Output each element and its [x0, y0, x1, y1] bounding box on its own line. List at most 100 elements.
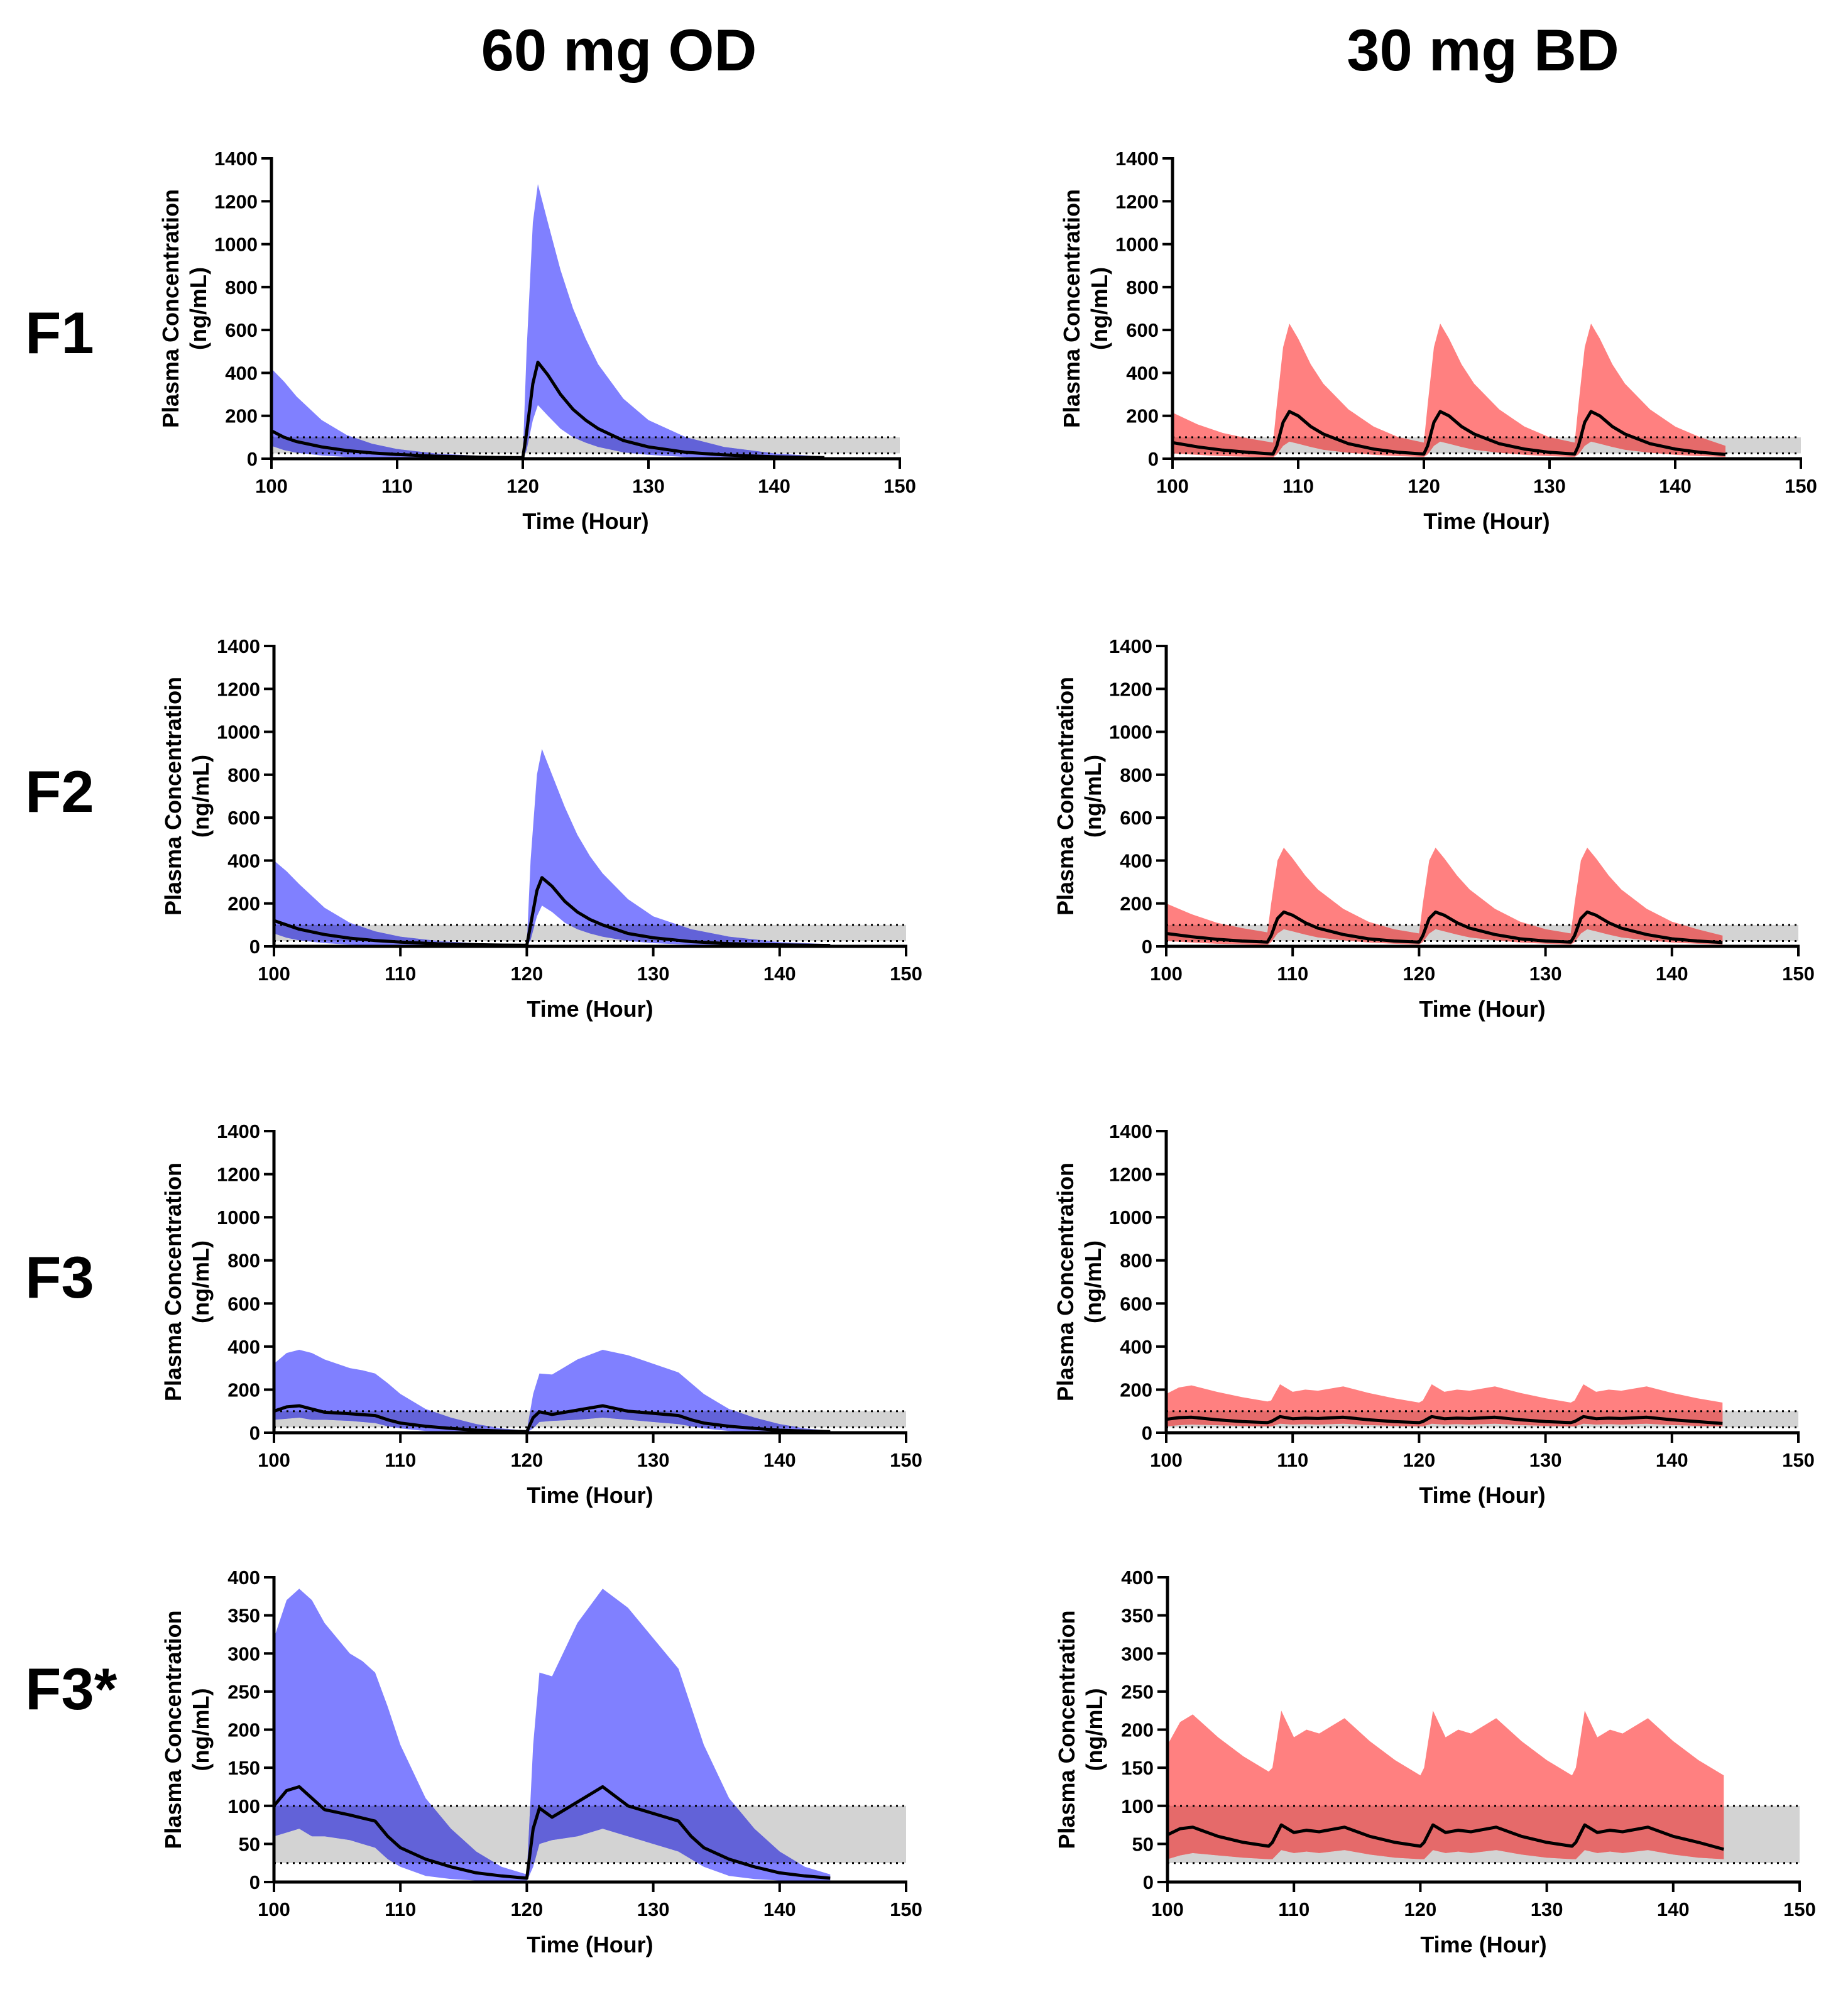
y-tick-label: 400 — [227, 1336, 260, 1358]
x-tick-label: 110 — [1277, 963, 1308, 985]
y-tick-label: 50 — [1132, 1833, 1154, 1855]
y-axis-label: Plasma Concentration(ng/mL) — [1052, 677, 1106, 916]
x-axis-label: Time (Hour) — [1419, 996, 1545, 1022]
y-tick-label: 1400 — [1109, 1120, 1152, 1142]
y-tick-label: 1400 — [217, 635, 260, 657]
x-tick-label: 110 — [385, 1449, 416, 1471]
y-tick-label: 1200 — [217, 678, 260, 700]
x-tick-label: 150 — [890, 1449, 922, 1471]
x-tick-label: 140 — [763, 1449, 796, 1471]
y-tick-label: 200 — [225, 405, 258, 427]
chart-panel-f1-od: 0 200 400 600 800 1000 1200 1400 100 110 120 130 140… — [158, 148, 916, 534]
y-tick-label: 800 — [227, 1250, 260, 1272]
y-tick-label: 0 — [1148, 448, 1159, 470]
y-axis-label: Plasma Concentration(ng/mL) — [158, 189, 211, 428]
x-tick-label: 120 — [1408, 475, 1440, 497]
x-tick-label: 130 — [1531, 1898, 1563, 1920]
prediction-interval-band — [274, 748, 831, 946]
y-tick-label: 800 — [225, 276, 258, 298]
y-tick-label: 300 — [1121, 1643, 1154, 1665]
median-line — [274, 876, 831, 946]
y-tick-label: 1000 — [214, 234, 258, 256]
y-tick-label: 400 — [1120, 850, 1152, 872]
column-title-od: 60 mg OD — [481, 17, 757, 83]
x-axis-label: Time (Hour) — [1420, 1932, 1546, 1957]
median-line — [1167, 1823, 1724, 1851]
y-tick-label: 1200 — [1109, 1164, 1152, 1186]
row-label-f2: F2 — [25, 758, 94, 824]
y-axis-label: Plasma Concentration(ng/mL) — [160, 1610, 214, 1849]
row-label-f3: F3 — [25, 1244, 94, 1310]
x-tick-label: 130 — [637, 963, 670, 985]
y-tick-label: 1200 — [1115, 190, 1159, 212]
y-tick-label: 800 — [227, 764, 260, 786]
x-tick-label: 150 — [1782, 1449, 1815, 1471]
y-tick-label: 1000 — [1109, 721, 1152, 743]
y-tick-label: 250 — [1121, 1681, 1154, 1703]
x-tick-label: 110 — [381, 475, 413, 497]
y-tick-label: 600 — [227, 807, 260, 829]
y-tick-label: 250 — [227, 1681, 260, 1703]
y-tick-label: 300 — [227, 1643, 260, 1665]
x-tick-label: 100 — [258, 1898, 290, 1920]
y-tick-label: 1000 — [1109, 1207, 1152, 1229]
y-tick-label: 1000 — [217, 721, 260, 743]
row-label-f3star: F3* — [25, 1656, 118, 1722]
chart-panel-f2-od: 0 200 400 600 800 1000 1200 1400 100 110 120 130 140… — [160, 635, 922, 1022]
band-window-overlap — [1166, 924, 1723, 941]
x-tick-label: 120 — [1403, 963, 1436, 985]
y-tick-label: 800 — [1120, 764, 1152, 786]
x-tick-label: 110 — [385, 963, 416, 985]
median-line — [274, 1785, 831, 1880]
chart-panel-f3star-bd: 0 50 100 150 200 250 300 350 400 100 110 120 130 140 1… — [1054, 1567, 1816, 1957]
x-tick-label: 120 — [506, 475, 539, 497]
median-line — [274, 1404, 831, 1433]
x-tick-label: 120 — [511, 1898, 544, 1920]
y-tick-label: 150 — [1121, 1757, 1154, 1779]
y-tick-label: 1200 — [217, 1164, 260, 1186]
y-tick-label: 0 — [249, 936, 260, 958]
y-tick-label: 600 — [227, 1293, 260, 1315]
y-tick-label: 0 — [1142, 1422, 1152, 1444]
y-tick-label: 200 — [1126, 405, 1159, 427]
y-tick-label: 200 — [1120, 1379, 1152, 1401]
chart-panel-f1-bd: 0 200 400 600 800 1000 1200 1400 100 110 120 130 140… — [1059, 148, 1817, 534]
x-tick-label: 110 — [385, 1898, 416, 1920]
y-axis-label: Plasma Concentration(ng/mL) — [1052, 1163, 1106, 1401]
x-tick-label: 130 — [1529, 1449, 1562, 1471]
y-tick-label: 350 — [1121, 1605, 1154, 1627]
prediction-interval-band — [1166, 847, 1723, 945]
y-tick-label: 1400 — [214, 148, 258, 170]
y-tick-label: 800 — [1120, 1250, 1152, 1272]
median-line — [1166, 1415, 1723, 1425]
x-tick-label: 140 — [1656, 963, 1688, 985]
y-axis-label: Plasma Concentration(ng/mL) — [160, 1163, 214, 1401]
band-window-overlap — [271, 437, 774, 454]
y-tick-label: 350 — [227, 1605, 260, 1627]
x-tick-label: 110 — [1282, 475, 1314, 497]
band-window-overlap — [1173, 437, 1725, 454]
y-tick-label: 1400 — [1109, 635, 1152, 657]
x-tick-label: 130 — [637, 1449, 670, 1471]
x-tick-label: 140 — [763, 963, 796, 985]
x-tick-label: 150 — [890, 963, 922, 985]
y-tick-label: 1200 — [1109, 678, 1152, 700]
y-tick-label: 200 — [1120, 893, 1152, 915]
x-tick-label: 100 — [1150, 963, 1183, 985]
column-title-bd: 30 mg BD — [1347, 17, 1619, 83]
y-tick-label: 600 — [1120, 1293, 1152, 1315]
y-axis-label: Plasma Concentration(ng/mL) — [1054, 1610, 1107, 1849]
x-tick-label: 140 — [1657, 1898, 1690, 1920]
x-tick-label: 140 — [763, 1898, 796, 1920]
y-tick-label: 0 — [249, 1871, 260, 1893]
y-tick-label: 600 — [1120, 807, 1152, 829]
y-tick-label: 0 — [1143, 1871, 1154, 1893]
y-tick-label: 400 — [1120, 1336, 1152, 1358]
x-tick-label: 100 — [258, 1449, 290, 1471]
x-tick-label: 140 — [1659, 475, 1692, 497]
y-tick-label: 600 — [1126, 319, 1159, 341]
y-tick-label: 400 — [1126, 362, 1159, 384]
x-tick-label: 120 — [511, 1449, 544, 1471]
x-tick-label: 150 — [890, 1898, 922, 1920]
median-line — [271, 360, 825, 459]
